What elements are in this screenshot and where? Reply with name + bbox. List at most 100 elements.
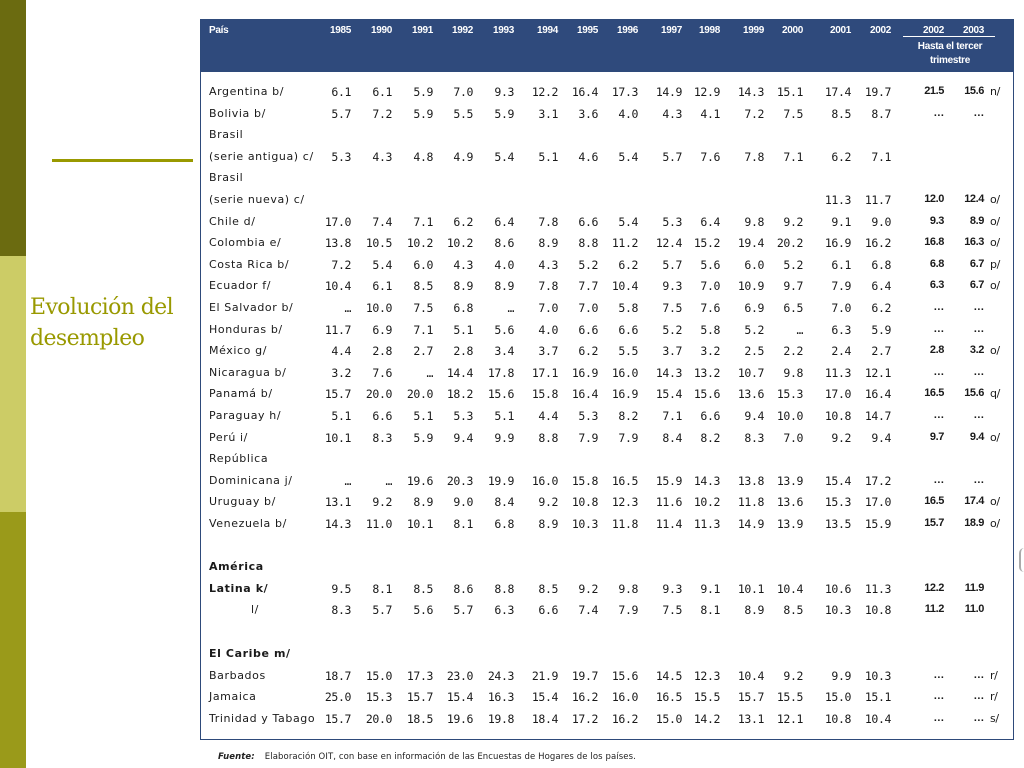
cell-value: 7.6 bbox=[700, 149, 720, 164]
cell-value: 5.3 bbox=[578, 409, 598, 423]
cell-value: 5.9 bbox=[413, 106, 433, 121]
cell-value: 12.1 bbox=[776, 711, 804, 726]
cell-value: 4.0 bbox=[538, 322, 558, 337]
cell-value: 6.8 bbox=[494, 517, 514, 531]
cell-value: 9.2 bbox=[783, 668, 803, 683]
cell-value: 10.3 bbox=[864, 668, 892, 683]
cell-value: 12.4 bbox=[964, 193, 984, 205]
cell-value: 6.2 bbox=[831, 149, 851, 164]
row-label: Nicaragua b/ bbox=[209, 365, 287, 379]
cell-value: 18.7 bbox=[324, 668, 352, 683]
row-label: Perú i/ bbox=[209, 430, 248, 444]
cell-value: 9.9 bbox=[831, 668, 851, 683]
cell-value: 2.7 bbox=[413, 344, 433, 359]
cell-value: 6.9 bbox=[744, 301, 764, 315]
cell-value: … bbox=[973, 365, 984, 378]
cell-value: 9.7 bbox=[783, 279, 803, 294]
row-label: América bbox=[209, 560, 264, 573]
cell-value: 15.4 bbox=[531, 690, 559, 705]
cell-value: 2.5 bbox=[744, 344, 764, 359]
cell-value: 11.3 bbox=[864, 581, 892, 596]
cell-value: … bbox=[973, 409, 984, 421]
cell-value: 7.1 bbox=[662, 409, 682, 423]
cell-value: 13.6 bbox=[776, 495, 804, 510]
cell-value: 7.8 bbox=[538, 214, 558, 229]
row-footnote: o/ bbox=[990, 214, 1000, 228]
cell-value: 9.4 bbox=[744, 409, 764, 423]
cell-value: 13.1 bbox=[737, 711, 765, 726]
cell-value: 15.9 bbox=[864, 517, 892, 531]
header-year-14: 2002 bbox=[922, 25, 944, 36]
cell-value: 10.2 bbox=[693, 495, 721, 510]
cell-value: 10.4 bbox=[611, 279, 639, 294]
table-row: Barbados 18.7 15.0 17.3 23.0 24.3 21.9 19.7 15.6… bbox=[201, 666, 1013, 686]
cell-value: 15.8 bbox=[571, 473, 599, 488]
cell-value: 6.4 bbox=[700, 214, 720, 229]
cell-value: 7.4 bbox=[578, 603, 598, 618]
cell-value: 3.2 bbox=[700, 344, 720, 359]
row-label: Colombia e/ bbox=[209, 236, 282, 250]
cell-value: 5.9 bbox=[871, 322, 891, 337]
cell-value: 5.7 bbox=[453, 603, 473, 618]
cell-value: 7.1 bbox=[871, 149, 891, 164]
cell-value: 15.8 bbox=[531, 387, 559, 402]
cell-value: 10.0 bbox=[365, 301, 393, 315]
sidebar-band-top bbox=[0, 0, 26, 256]
title-accent-line bbox=[52, 159, 193, 162]
cell-value: 5.6 bbox=[700, 257, 720, 272]
cell-value: … bbox=[973, 690, 984, 703]
cell-value: 6.6 bbox=[578, 322, 598, 337]
header-year-11: 2000 bbox=[781, 25, 803, 36]
table-row: Honduras b/11.7 6.9 7.1 5.1 5.6 4.0 6.6 6.6 5.2 5… bbox=[201, 320, 1013, 340]
cell-value: 5.5 bbox=[618, 344, 638, 359]
cell-value: 15.7 bbox=[324, 711, 352, 726]
cell-value: 2.7 bbox=[871, 344, 891, 359]
row-label: Trinidad y Tabago bbox=[209, 711, 316, 725]
cell-value: 18.2 bbox=[446, 387, 474, 402]
cell-value: 10.2 bbox=[446, 236, 474, 251]
unemployment-table: País Hasta el tercer trimestre 1985 1990 1… bbox=[200, 19, 1014, 740]
cell-value: 14.3 bbox=[693, 473, 721, 488]
cell-value: 5.9 bbox=[413, 430, 433, 445]
cell-value: 4.4 bbox=[331, 344, 351, 359]
cell-value: 5.7 bbox=[662, 257, 682, 272]
row-footnote: o/ bbox=[990, 430, 1000, 444]
table-row: Ecuador f/10.4 6.1 8.5 8.9 8.9 7.8 7.7 10.4 9.3 7… bbox=[201, 276, 1013, 296]
cell-value: 12.2 bbox=[924, 581, 944, 594]
cell-value: 10.4 bbox=[776, 581, 804, 596]
row-label: Venezuela b/ bbox=[209, 517, 287, 530]
row-footnote: r/ bbox=[990, 668, 998, 682]
cell-value: 2.4 bbox=[831, 344, 851, 359]
cell-value: 5.9 bbox=[413, 85, 433, 99]
cell-value: 8.8 bbox=[494, 581, 514, 596]
cell-value: 15.6 bbox=[964, 85, 984, 97]
cell-value: 6.1 bbox=[372, 85, 392, 99]
cell-value: 10.1 bbox=[737, 581, 765, 596]
cell-value: 11.0 bbox=[964, 603, 985, 616]
row-label: Latina k/ bbox=[209, 581, 269, 595]
cell-value: … bbox=[973, 322, 984, 335]
cell-value: 10.4 bbox=[737, 668, 765, 683]
row-label: Paraguay h/ bbox=[209, 409, 282, 422]
cell-value: 21.5 bbox=[924, 85, 944, 97]
cell-value: 6.0 bbox=[744, 257, 764, 272]
cell-value: 3.4 bbox=[494, 344, 514, 359]
edge-mark bbox=[1019, 548, 1024, 572]
table-row: Trinidad y Tabago 15.7 20.0 18.5 19.6 19.8 18.… bbox=[201, 709, 1013, 729]
cell-value: 16.5 bbox=[655, 690, 683, 705]
cell-value: 24.3 bbox=[487, 668, 515, 683]
cell-value: 17.2 bbox=[571, 711, 599, 726]
cell-value: 5.6 bbox=[494, 322, 514, 337]
cell-value: 4.9 bbox=[453, 149, 473, 164]
table-row: Chile d/17.0 7.4 7.1 6.2 6.4 7.8 6.6 5.4 5.3 6.4 9… bbox=[201, 212, 1013, 232]
cell-value: 5.1 bbox=[494, 409, 514, 423]
cell-value: 17.2 bbox=[864, 473, 892, 488]
cell-value: 7.1 bbox=[783, 149, 803, 164]
header-year-10: 1999 bbox=[742, 25, 764, 36]
cell-value: 20.3 bbox=[446, 473, 474, 488]
cell-value: … bbox=[933, 668, 944, 681]
cell-value: 9.7 bbox=[929, 430, 944, 443]
row-label: México g/ bbox=[209, 344, 267, 358]
cell-value: … bbox=[973, 711, 984, 724]
cell-value: … bbox=[973, 301, 984, 313]
